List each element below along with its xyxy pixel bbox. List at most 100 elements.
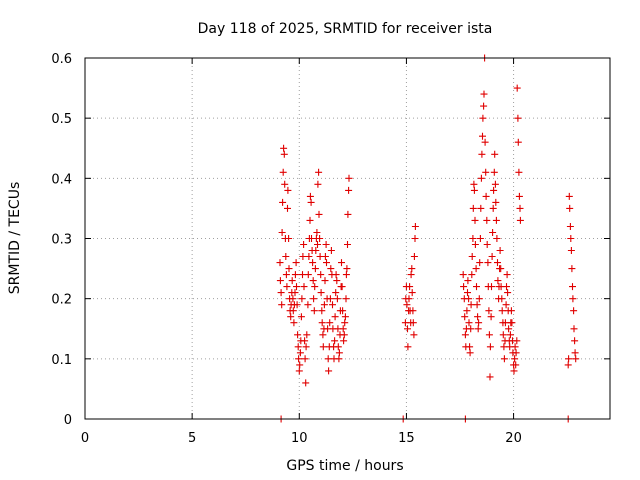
data-point: [315, 168, 323, 176]
data-point: [498, 295, 506, 303]
data-point: [516, 204, 524, 212]
data-point: [467, 301, 475, 309]
data-point: [310, 295, 318, 303]
data-point: [411, 223, 419, 230]
data-point: [463, 307, 471, 315]
data-point: [468, 271, 476, 279]
data-point: [315, 210, 323, 218]
data-point: [323, 259, 330, 267]
data-point: [293, 283, 300, 291]
data-point: [510, 367, 518, 375]
data-point: [284, 204, 291, 212]
data-point: [511, 343, 519, 351]
data-point: [515, 168, 523, 176]
data-point: [279, 168, 287, 176]
data-point: [473, 283, 480, 291]
data-point: [460, 283, 468, 291]
data-point: [480, 90, 488, 98]
data-point: [325, 367, 333, 375]
data-point: [565, 192, 573, 200]
data-point: [477, 174, 485, 182]
data-point: [570, 307, 578, 315]
data-point: [571, 349, 579, 357]
y-tick-label: 0.2: [51, 293, 72, 308]
data-point: [474, 313, 482, 321]
chart-title: Day 118 of 2025, SRMTID for receiver ist…: [198, 21, 493, 37]
data-point: [571, 337, 579, 345]
axis-ticks: [84, 57, 610, 420]
data-point: [476, 259, 484, 267]
data-point: [486, 343, 494, 351]
data-point: [311, 265, 319, 273]
data-point: [468, 253, 476, 260]
data-point: [568, 265, 576, 273]
data-point: [333, 295, 341, 303]
data-point: [466, 343, 474, 351]
y-tick-label: 0.4: [51, 172, 72, 187]
data-point: [301, 355, 309, 363]
data-point: [333, 277, 341, 285]
data-point: [465, 295, 473, 303]
data-point: [332, 271, 340, 279]
data-point: [474, 325, 482, 333]
data-point: [493, 235, 501, 242]
data-point: [319, 331, 327, 339]
data-point: [470, 186, 478, 194]
data-point: [481, 138, 489, 146]
data-point: [489, 204, 497, 212]
data-point: [291, 289, 299, 297]
data-point: [340, 331, 348, 339]
data-point: [572, 355, 580, 363]
data-point: [282, 271, 290, 279]
data-point: [341, 313, 349, 321]
data-point: [293, 301, 301, 309]
data-point: [345, 186, 353, 194]
data-point: [490, 168, 498, 176]
data-point: [306, 216, 314, 224]
data-point: [317, 271, 325, 279]
data-point: [513, 337, 521, 345]
data-point: [514, 138, 522, 146]
data-point: [508, 319, 516, 327]
data-point: [485, 331, 493, 339]
data-point: [476, 235, 484, 242]
data-point: [408, 289, 416, 297]
data-point: [513, 84, 521, 92]
data-point: [410, 331, 418, 339]
data-point: [326, 295, 334, 303]
data-point: [304, 271, 312, 279]
data-point: [512, 361, 520, 369]
data-point: [465, 319, 473, 327]
data-point: [503, 283, 510, 291]
data-point: [507, 307, 515, 315]
data-point: [297, 313, 305, 321]
data-point: [314, 180, 322, 188]
data-point: [295, 355, 303, 363]
data-point: [503, 271, 511, 279]
data-point: [411, 235, 419, 242]
data-point: [313, 229, 321, 236]
data-point: [302, 379, 310, 387]
data-point: [292, 259, 300, 267]
tick-labels: 0 0.1 0.2 0.3 0.4 0.5 0.6 0 5 10 15 20: [51, 52, 522, 446]
data-point: [295, 367, 303, 375]
data-point: [408, 265, 416, 273]
data-point: [566, 204, 574, 212]
data-point: [409, 307, 417, 315]
y-tick-label: 0.5: [51, 112, 72, 127]
data-point: [277, 289, 285, 297]
data-point: [471, 241, 479, 248]
data-point: [470, 180, 478, 188]
data-point: [516, 216, 524, 224]
data-point: [317, 289, 325, 297]
data-point: [405, 295, 413, 303]
data-point: [305, 253, 313, 260]
data-point: [281, 180, 289, 188]
x-tick-label: 0: [81, 431, 89, 446]
data-point: [404, 325, 411, 333]
data-point: [331, 313, 339, 321]
data-point: [276, 277, 284, 285]
data-point: [467, 325, 475, 333]
data-point: [306, 192, 314, 200]
data-point: [475, 295, 483, 303]
